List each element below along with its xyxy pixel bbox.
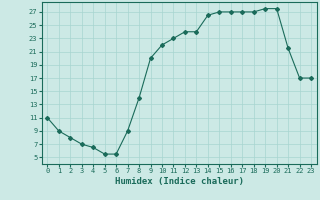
X-axis label: Humidex (Indice chaleur): Humidex (Indice chaleur) (115, 177, 244, 186)
